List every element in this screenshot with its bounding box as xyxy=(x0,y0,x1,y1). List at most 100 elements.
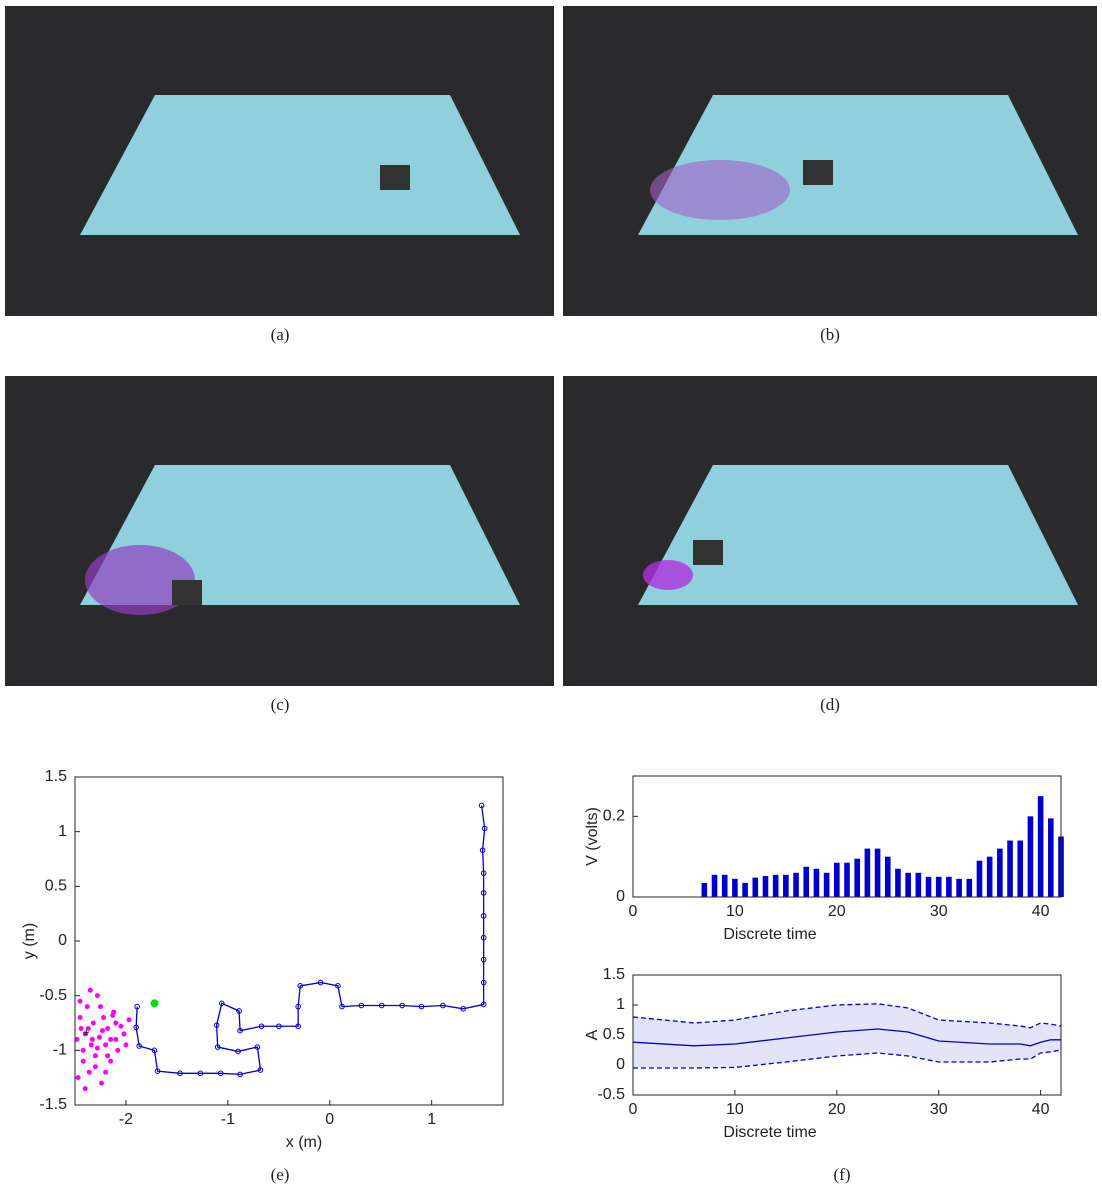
particle xyxy=(110,1013,115,1018)
bar xyxy=(752,878,758,897)
particle xyxy=(81,1048,86,1053)
x-tick-label: 0 xyxy=(629,1101,638,1118)
bar xyxy=(1038,796,1044,897)
bar xyxy=(793,873,799,897)
bar xyxy=(916,873,922,897)
particle xyxy=(83,1086,88,1091)
bar xyxy=(987,857,993,897)
particle xyxy=(108,1059,113,1064)
series-line xyxy=(136,805,485,1074)
particle xyxy=(78,999,83,1004)
bar xyxy=(732,879,738,897)
y-tick-label: -0.5 xyxy=(597,1086,625,1103)
page: (a) (b) (c) (d) (e) (f) -2-101-1.5-1-0.5… xyxy=(0,0,1102,1190)
particle xyxy=(105,1026,110,1031)
bar xyxy=(722,875,728,897)
x-tick-label: 30 xyxy=(930,903,948,920)
bar xyxy=(844,863,850,897)
bar xyxy=(1017,841,1023,897)
bar xyxy=(926,877,932,897)
particle xyxy=(76,1075,81,1080)
bar xyxy=(773,875,779,897)
figure: (a) (b) (c) (d) (e) (f) -2-101-1.5-1-0.5… xyxy=(0,0,1102,1190)
bar xyxy=(814,869,820,897)
particle xyxy=(95,993,100,998)
y-tick-label: 1 xyxy=(616,996,625,1013)
x-tick-label: -1 xyxy=(221,1111,235,1128)
particle xyxy=(103,1042,108,1047)
particle xyxy=(115,1048,120,1053)
x-tick-label: 0 xyxy=(325,1111,334,1128)
particle xyxy=(99,1081,104,1086)
x-axis-label: Discrete time xyxy=(723,926,816,943)
caption: (a) xyxy=(271,325,290,344)
bar xyxy=(834,863,840,897)
y-tick-label: 0.5 xyxy=(45,878,67,895)
x-axis-label: Discrete time xyxy=(723,1124,816,1141)
x-tick-label: 40 xyxy=(1032,903,1050,920)
y-tick-label: -1 xyxy=(53,1042,67,1059)
bar xyxy=(1048,818,1054,897)
x-tick-label: 30 xyxy=(930,1101,948,1118)
y-tick-label: 0 xyxy=(616,1056,625,1073)
y-axis-label: V (volts) xyxy=(584,807,601,866)
y-axis-label: A xyxy=(584,1029,601,1040)
confidence-band xyxy=(633,1004,1061,1068)
bar xyxy=(742,883,748,897)
y-tick-label: 1 xyxy=(58,823,67,840)
bar xyxy=(783,875,789,897)
bar xyxy=(712,875,718,897)
caption: (d) xyxy=(820,695,840,714)
x-tick-label: 20 xyxy=(828,903,846,920)
bar xyxy=(702,883,708,897)
bar xyxy=(803,867,809,897)
bar xyxy=(936,877,942,897)
particle xyxy=(85,1004,90,1009)
particle xyxy=(91,1021,96,1026)
particle xyxy=(100,1028,105,1033)
y-tick-label: -1.5 xyxy=(39,1096,67,1113)
particle xyxy=(88,988,93,993)
particle xyxy=(108,1037,113,1042)
x-tick-label: 10 xyxy=(726,1101,744,1118)
y-tick-label: 0.5 xyxy=(603,1026,625,1043)
photo-d xyxy=(563,376,1097,686)
bar xyxy=(895,869,901,897)
particle xyxy=(78,1015,83,1020)
caption: (c) xyxy=(271,695,290,714)
caption: (e) xyxy=(271,1165,290,1184)
y-tick-label: 1.5 xyxy=(603,966,625,983)
x-tick-label: 10 xyxy=(726,903,744,920)
particle xyxy=(113,1021,118,1026)
x-axis-label: x (m) xyxy=(286,1134,322,1151)
particle xyxy=(121,1031,126,1036)
x-tick-label: 0 xyxy=(629,903,638,920)
x-tick-label: 20 xyxy=(828,1101,846,1118)
bar xyxy=(824,873,830,897)
particle xyxy=(127,1017,132,1022)
y-tick-label: 0 xyxy=(58,932,67,949)
particle xyxy=(90,1037,95,1042)
bar xyxy=(865,849,871,897)
y-tick-label: 0.2 xyxy=(603,808,625,825)
particle xyxy=(113,1037,118,1042)
particle xyxy=(98,1004,103,1009)
caption: (f) xyxy=(834,1165,851,1184)
photo-a xyxy=(5,6,554,316)
particle xyxy=(93,1064,98,1069)
bar xyxy=(977,861,983,897)
photo-b xyxy=(563,6,1097,316)
particle xyxy=(87,1070,92,1075)
particle xyxy=(95,1046,100,1051)
bar xyxy=(875,849,881,897)
estimate-star: * xyxy=(83,1028,89,1045)
particle xyxy=(81,1059,86,1064)
y-axis-label: y (m) xyxy=(21,923,38,959)
x-tick-label: 40 xyxy=(1032,1101,1050,1118)
particle xyxy=(105,1053,110,1058)
bar xyxy=(956,879,962,897)
bar xyxy=(1028,816,1034,897)
bar xyxy=(1007,841,1013,897)
bar xyxy=(763,876,769,897)
x-tick-label: 1 xyxy=(427,1111,436,1128)
